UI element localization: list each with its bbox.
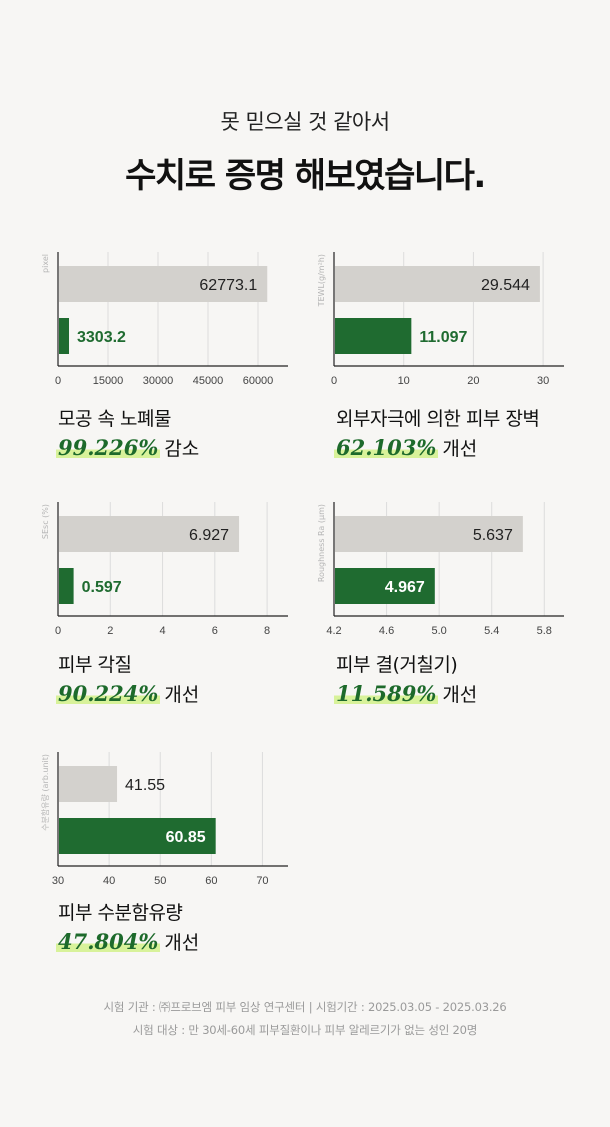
chart-pore-waste-name: 모공 속 노폐물 xyxy=(58,408,171,430)
chart-roughness-result: 11.589% 개선 xyxy=(334,680,477,707)
bar-after xyxy=(335,318,412,354)
chart-moisture-percent: 47.804% xyxy=(56,929,161,954)
bar-before xyxy=(335,266,540,302)
chart-moisture-result: 47.804% 개선 xyxy=(56,928,199,955)
x-tick-label: 60000 xyxy=(243,375,274,387)
bar-before-value-label: 41.55 xyxy=(125,777,165,794)
x-tick-label: 30 xyxy=(52,875,64,887)
footer-test-info: 시험 기관 : ㈜프로브엠 피부 임상 연구센터 | 시험기간 : 2025.0… xyxy=(103,1000,507,1014)
page-title: 수치로 증명 해보였습니다. xyxy=(125,156,486,196)
chart-skin-barrier-result: 62.103% 개선 xyxy=(334,434,477,461)
bar-before-value-label: 29.544 xyxy=(481,277,530,294)
x-tick-label: 6 xyxy=(212,625,218,637)
x-tick-label: 70 xyxy=(256,875,268,887)
bar-after xyxy=(59,818,216,854)
footer-test-subjects: 시험 대상 : 만 30세-60세 피부질환이나 피부 알레르기가 없는 성인 … xyxy=(132,1023,478,1037)
x-tick-label: 50 xyxy=(154,875,166,887)
bar-before-value-label: 5.637 xyxy=(473,527,513,544)
chart-keratin-change: 개선 xyxy=(164,684,200,706)
x-tick-label: 0 xyxy=(55,625,61,637)
x-tick-label: 4.2 xyxy=(326,625,341,637)
x-tick-label: 40 xyxy=(103,875,115,887)
chart-keratin-result: 90.224% 개선 xyxy=(56,680,199,707)
chart-skin-barrier-change: 개선 xyxy=(442,438,478,460)
x-tick-label: 45000 xyxy=(193,375,224,387)
page-subtitle: 못 믿으실 것 같아서 xyxy=(220,110,390,134)
bar-after-value-label: 4.967 xyxy=(385,579,425,596)
bar-before-value-label: 62773.1 xyxy=(199,277,257,294)
chart-keratin-plot: SEsc (%) 0 2 4 6 8 6.927 0.597 xyxy=(41,502,288,637)
bar-before xyxy=(59,266,268,302)
chart-roughness-percent: 11.589% xyxy=(334,681,439,706)
chart-roughness-name: 피부 결(거칠기) xyxy=(336,654,458,676)
chart-pore-waste: pixel 0 15000 30000 45000 60000 62773.1 3303.2 … xyxy=(38,248,300,468)
chart-skin-barrier-plot: TEWL(g/m²h) 0 10 20 30 29.544 11.097 xyxy=(317,252,564,387)
chart-roughness-plot: Roughness Ra (μm) 4.2 4.6 5.0 5.4 5.8 5.637 4.9… xyxy=(317,502,564,637)
bar-after-value-label: 3303.2 xyxy=(77,329,126,346)
chart-pore-waste-percent: 99.226% xyxy=(56,435,161,460)
bar-before xyxy=(59,766,118,802)
chart-skin-barrier-percent: 62.103% xyxy=(334,435,439,460)
bar-before-value-label: 6.927 xyxy=(189,527,229,544)
chart-moisture-change: 개선 xyxy=(164,932,200,954)
x-tick-label: 10 xyxy=(398,375,410,387)
chart-skin-barrier-name: 외부자극에 의한 피부 장벽 xyxy=(336,408,540,430)
x-tick-label: 15000 xyxy=(93,375,124,387)
bar-after-value-label: 60.85 xyxy=(166,829,206,846)
chart-roughness: Roughness Ra (μm) 4.2 4.6 5.0 5.4 5.8 5.637 4.9… xyxy=(314,498,576,718)
bar-after xyxy=(59,318,70,354)
chart-roughness-change: 개선 xyxy=(442,684,478,706)
x-tick-label: 30 xyxy=(537,375,549,387)
bar-before xyxy=(59,516,240,552)
chart-moisture-plot: 수분함유량 (arb.unit) 30 40 50 60 70 41.55 60.85 xyxy=(40,752,288,887)
chart-keratin: SEsc (%) 0 2 4 6 8 6.927 0.597 피부 각질 90.224% 개선 xyxy=(38,498,300,718)
bar-before xyxy=(335,516,523,552)
bar-after-value-label: 0.597 xyxy=(82,579,122,596)
y-axis-label: pixel xyxy=(41,254,50,273)
y-axis-label: SEsc (%) xyxy=(41,504,50,539)
x-tick-label: 2 xyxy=(107,625,113,637)
chart-pore-waste-result: 99.226% 감소 xyxy=(56,434,199,461)
bar-after xyxy=(59,568,74,604)
chart-pore-waste-change: 감소 xyxy=(164,438,200,460)
chart-moisture-name: 피부 수분함유량 xyxy=(58,902,183,924)
x-tick-label: 8 xyxy=(264,625,270,637)
bar-after xyxy=(335,568,435,604)
x-tick-label: 60 xyxy=(205,875,217,887)
bar-after-value-label: 11.097 xyxy=(419,329,467,346)
y-axis-label: TEWL(g/m²h) xyxy=(317,254,326,307)
x-tick-label: 5.0 xyxy=(431,625,446,637)
x-tick-label: 20 xyxy=(467,375,479,387)
x-tick-label: 5.8 xyxy=(537,625,552,637)
chart-pore-waste-plot: pixel 0 15000 30000 45000 60000 62773.1 3303.2 xyxy=(41,252,288,387)
x-tick-label: 0 xyxy=(55,375,61,387)
x-tick-label: 30000 xyxy=(143,375,174,387)
x-tick-label: 0 xyxy=(331,375,337,387)
x-tick-label: 4.6 xyxy=(379,625,394,637)
chart-moisture: 수분함유량 (arb.unit) 30 40 50 60 70 41.55 60.85 피부 … xyxy=(38,748,300,968)
y-axis-label: 수분함유량 (arb.unit) xyxy=(40,754,50,831)
chart-skin-barrier: TEWL(g/m²h) 0 10 20 30 29.544 11.097 외부자극에 의한 … xyxy=(314,248,576,468)
y-axis-label: Roughness Ra (μm) xyxy=(317,504,326,582)
chart-keratin-percent: 90.224% xyxy=(56,681,161,706)
x-tick-label: 4 xyxy=(159,625,165,637)
x-tick-label: 5.4 xyxy=(484,625,499,637)
chart-keratin-name: 피부 각질 xyxy=(58,654,132,676)
